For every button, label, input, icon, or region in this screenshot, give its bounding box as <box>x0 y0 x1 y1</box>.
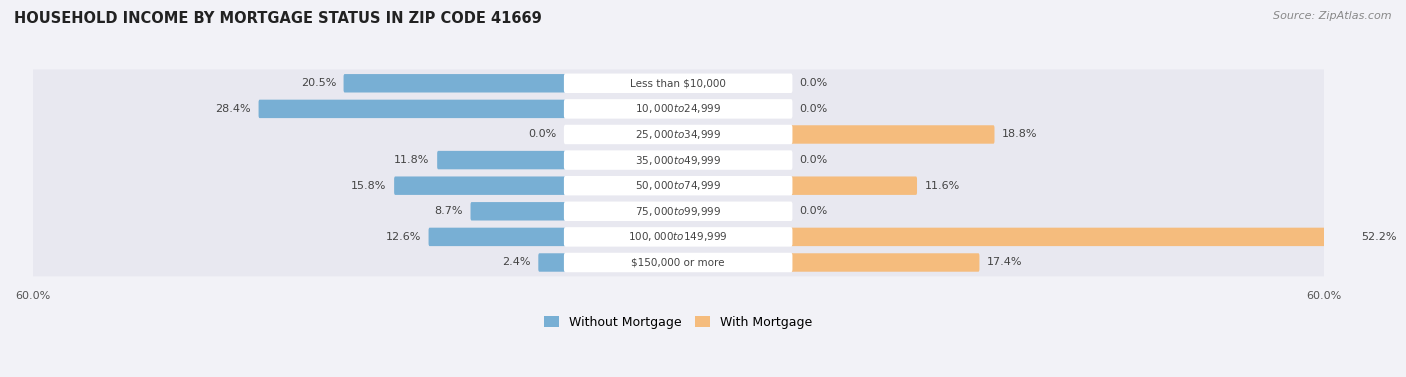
Text: $35,000 to $49,999: $35,000 to $49,999 <box>636 153 721 167</box>
FancyBboxPatch shape <box>437 151 567 169</box>
FancyBboxPatch shape <box>31 198 1326 225</box>
FancyBboxPatch shape <box>790 125 994 144</box>
Text: Less than $10,000: Less than $10,000 <box>630 78 725 88</box>
Text: Source: ZipAtlas.com: Source: ZipAtlas.com <box>1274 11 1392 21</box>
FancyBboxPatch shape <box>564 74 793 93</box>
Text: $100,000 to $149,999: $100,000 to $149,999 <box>628 230 728 244</box>
Text: 11.6%: 11.6% <box>925 181 960 191</box>
Text: 0.0%: 0.0% <box>529 129 557 139</box>
FancyBboxPatch shape <box>564 150 793 170</box>
FancyBboxPatch shape <box>564 125 793 144</box>
FancyBboxPatch shape <box>564 202 793 221</box>
FancyBboxPatch shape <box>31 121 1326 148</box>
Text: 2.4%: 2.4% <box>502 257 531 268</box>
FancyBboxPatch shape <box>259 100 567 118</box>
FancyBboxPatch shape <box>564 253 793 272</box>
Text: 0.0%: 0.0% <box>800 104 828 114</box>
FancyBboxPatch shape <box>31 172 1326 199</box>
FancyBboxPatch shape <box>394 176 567 195</box>
Text: 20.5%: 20.5% <box>301 78 336 88</box>
Text: 0.0%: 0.0% <box>800 155 828 165</box>
FancyBboxPatch shape <box>31 146 1326 174</box>
FancyBboxPatch shape <box>31 249 1326 276</box>
Text: $150,000 or more: $150,000 or more <box>631 257 725 268</box>
FancyBboxPatch shape <box>31 223 1326 251</box>
FancyBboxPatch shape <box>564 99 793 119</box>
Text: 12.6%: 12.6% <box>385 232 420 242</box>
FancyBboxPatch shape <box>790 253 980 272</box>
Text: 18.8%: 18.8% <box>1002 129 1038 139</box>
FancyBboxPatch shape <box>790 228 1354 246</box>
FancyBboxPatch shape <box>564 227 793 247</box>
FancyBboxPatch shape <box>471 202 567 221</box>
Text: $75,000 to $99,999: $75,000 to $99,999 <box>636 205 721 218</box>
Text: 17.4%: 17.4% <box>987 257 1022 268</box>
Text: HOUSEHOLD INCOME BY MORTGAGE STATUS IN ZIP CODE 41669: HOUSEHOLD INCOME BY MORTGAGE STATUS IN Z… <box>14 11 541 26</box>
FancyBboxPatch shape <box>31 69 1326 97</box>
Legend: Without Mortgage, With Mortgage: Without Mortgage, With Mortgage <box>544 316 811 329</box>
Text: 8.7%: 8.7% <box>434 206 463 216</box>
FancyBboxPatch shape <box>429 228 567 246</box>
Text: 52.2%: 52.2% <box>1361 232 1398 242</box>
FancyBboxPatch shape <box>564 176 793 195</box>
Text: 0.0%: 0.0% <box>800 206 828 216</box>
Text: 0.0%: 0.0% <box>800 78 828 88</box>
FancyBboxPatch shape <box>790 176 917 195</box>
Text: 28.4%: 28.4% <box>215 104 252 114</box>
FancyBboxPatch shape <box>538 253 567 272</box>
Text: 15.8%: 15.8% <box>352 181 387 191</box>
Text: 11.8%: 11.8% <box>394 155 430 165</box>
Text: $10,000 to $24,999: $10,000 to $24,999 <box>636 103 721 115</box>
Text: $50,000 to $74,999: $50,000 to $74,999 <box>636 179 721 192</box>
FancyBboxPatch shape <box>343 74 567 92</box>
Text: $25,000 to $34,999: $25,000 to $34,999 <box>636 128 721 141</box>
FancyBboxPatch shape <box>31 95 1326 123</box>
